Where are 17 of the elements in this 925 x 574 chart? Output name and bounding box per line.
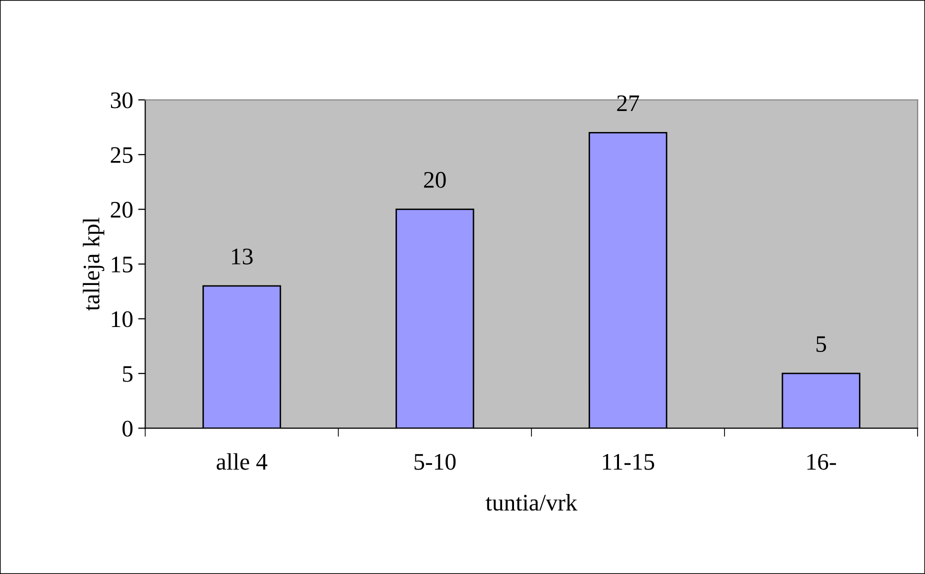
y-tick-label: 5: [122, 366, 132, 382]
y-tick-label: 20: [110, 202, 133, 218]
y-tick-label: 0: [122, 420, 133, 437]
data-label: 13: [232, 248, 253, 264]
y-tick-label: 30: [110, 92, 133, 108]
y-tick-label: 10: [112, 311, 133, 328]
data-label: 5: [816, 336, 826, 352]
x-tick-label: alle 4: [216, 453, 268, 470]
x-axis-title: tuntia/vrk: [486, 494, 578, 511]
x-tick-label: 5-10: [414, 454, 456, 470]
x-tick-label: 16-: [807, 454, 836, 470]
data-label: 27: [617, 95, 640, 112]
y-tick-label: 15: [112, 256, 132, 272]
x-tick-label: 11-15: [602, 454, 654, 470]
y-tick-label: 25: [110, 147, 132, 164]
data-label: 20: [424, 172, 446, 188]
y-axis-title: talleja kpl: [82, 218, 104, 311]
